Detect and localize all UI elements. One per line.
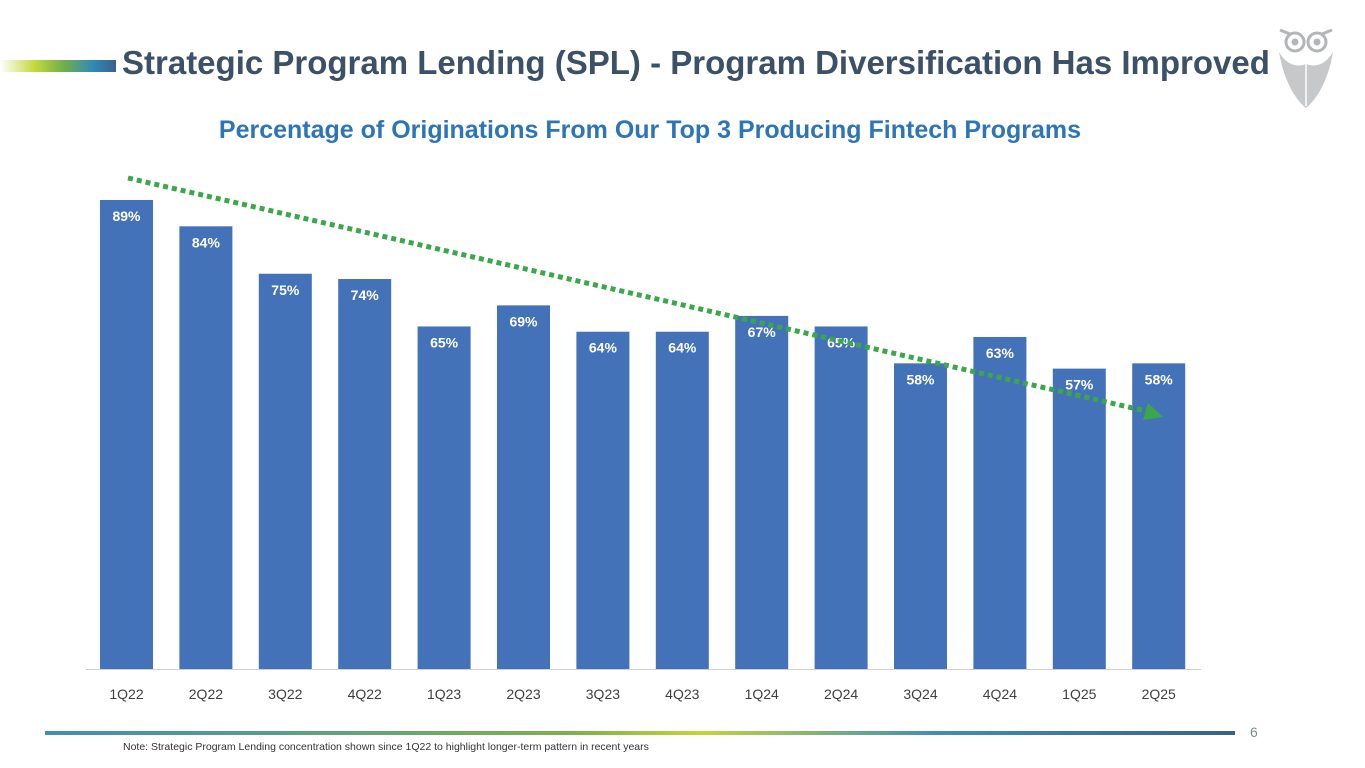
bar-1Q25 [1052,368,1106,669]
bar-3Q23 [576,331,630,669]
x-tick-label: 4Q24 [983,686,1017,702]
x-tick-label: 3Q22 [268,686,302,702]
data-label: 89% [112,208,141,224]
bar-3Q24 [894,363,947,669]
x-tick-label: 1Q23 [427,686,461,702]
x-tick-label: 4Q23 [665,686,699,702]
slide-title: Strategic Program Lending (SPL) - Progra… [122,44,1270,81]
x-tick-label: 1Q24 [745,686,779,702]
bar-3Q22 [258,273,312,669]
bar-1Q24 [735,315,789,669]
footnote: Note: Strategic Program Lending concentr… [123,741,649,753]
x-tick-label: 1Q25 [1062,686,1096,702]
chart-title: Percentage of Originations From Our Top … [218,116,1082,144]
x-tick-label: 2Q22 [189,686,223,702]
footer-divider [45,731,1235,735]
data-label: 63% [986,345,1015,361]
trend-arrow-head-icon [1143,403,1163,420]
title-accent-bar [0,60,116,72]
bar-4Q23 [655,331,709,669]
page-number: 6 [1250,724,1258,740]
bar-4Q24 [973,336,1027,669]
owl-logo-icon [1279,28,1333,108]
x-tick-label: 4Q22 [348,686,382,702]
data-label: 57% [1065,377,1094,393]
data-label: 64% [668,340,697,356]
bar-2Q22 [179,226,233,669]
bar-2Q24 [814,326,868,669]
data-label: 84% [192,234,221,250]
data-label: 74% [351,287,380,303]
x-tick-label: 3Q23 [586,686,620,702]
data-label: 67% [748,324,777,340]
x-tick-label: 2Q23 [506,686,540,702]
data-label: 75% [271,282,300,298]
data-label: 58% [906,371,935,387]
data-label: 65% [430,334,459,350]
x-tick-label: 1Q22 [109,686,143,702]
bar-1Q23 [417,326,471,669]
data-label: 64% [589,340,618,356]
x-tick-label: 3Q24 [903,686,937,702]
x-tick-label: 2Q24 [824,686,858,702]
bar-2Q23 [497,305,550,669]
x-tick-label: 2Q25 [1142,686,1176,702]
data-label: 58% [1145,371,1174,387]
trend-arrow-line [127,175,1147,414]
bar-4Q22 [338,279,392,669]
data-label: 69% [509,313,538,329]
bar-1Q22 [100,199,153,669]
